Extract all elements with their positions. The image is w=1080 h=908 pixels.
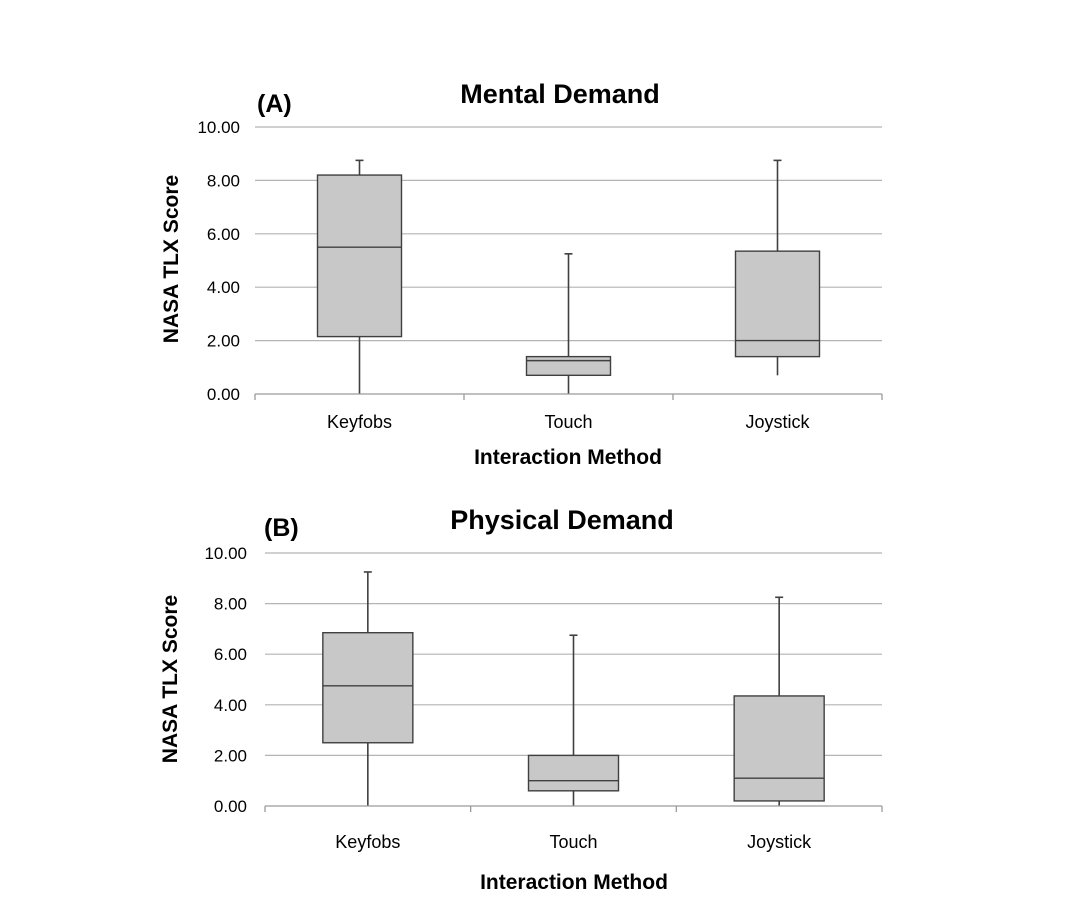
x-axis-label: Interaction Method xyxy=(480,871,668,894)
panel-label: (A) xyxy=(257,90,292,118)
box-iqr xyxy=(527,754,620,792)
box-iqr xyxy=(322,631,414,744)
y-tick-label: 0.00 xyxy=(214,797,247,816)
x-axis-label: Interaction Method xyxy=(474,446,662,469)
panel-mental-demand: (A) Mental Demand Interaction Method NAS… xyxy=(160,79,883,469)
x-category-label: Joystick xyxy=(747,832,812,852)
x-category-label: Keyfobs xyxy=(327,412,392,432)
x-category-label: Joystick xyxy=(745,412,810,432)
panel-label: (B) xyxy=(264,514,299,542)
y-tick-label: 10.00 xyxy=(197,118,240,137)
x-category-label: Touch xyxy=(544,412,592,432)
y-tick-label: 6.00 xyxy=(207,225,240,244)
chart-title: Mental Demand xyxy=(460,79,660,109)
y-tick-label: 6.00 xyxy=(214,645,247,664)
y-tick-label: 8.00 xyxy=(207,171,240,190)
y-tick-label: 10.00 xyxy=(204,544,247,563)
y-axis-label: NASA TLX Score xyxy=(160,175,183,343)
y-tick-label: 4.00 xyxy=(207,278,240,297)
y-tick-label: 0.00 xyxy=(207,385,240,404)
box-iqr xyxy=(316,174,403,338)
y-tick-label: 2.00 xyxy=(207,332,240,351)
box-iqr xyxy=(525,355,612,377)
y-tick-label: 2.00 xyxy=(214,746,247,765)
y-axis-label: NASA TLX Score xyxy=(159,595,182,763)
y-tick-label: 4.00 xyxy=(214,696,247,715)
x-category-label: Keyfobs xyxy=(335,832,400,852)
chart-title: Physical Demand xyxy=(450,505,674,535)
y-tick-label: 8.00 xyxy=(214,595,247,614)
panel-physical-demand: (B) Physical Demand Interaction Method N… xyxy=(159,505,883,894)
box-iqr xyxy=(734,250,821,358)
box-iqr xyxy=(733,695,825,802)
x-category-label: Touch xyxy=(549,832,597,852)
